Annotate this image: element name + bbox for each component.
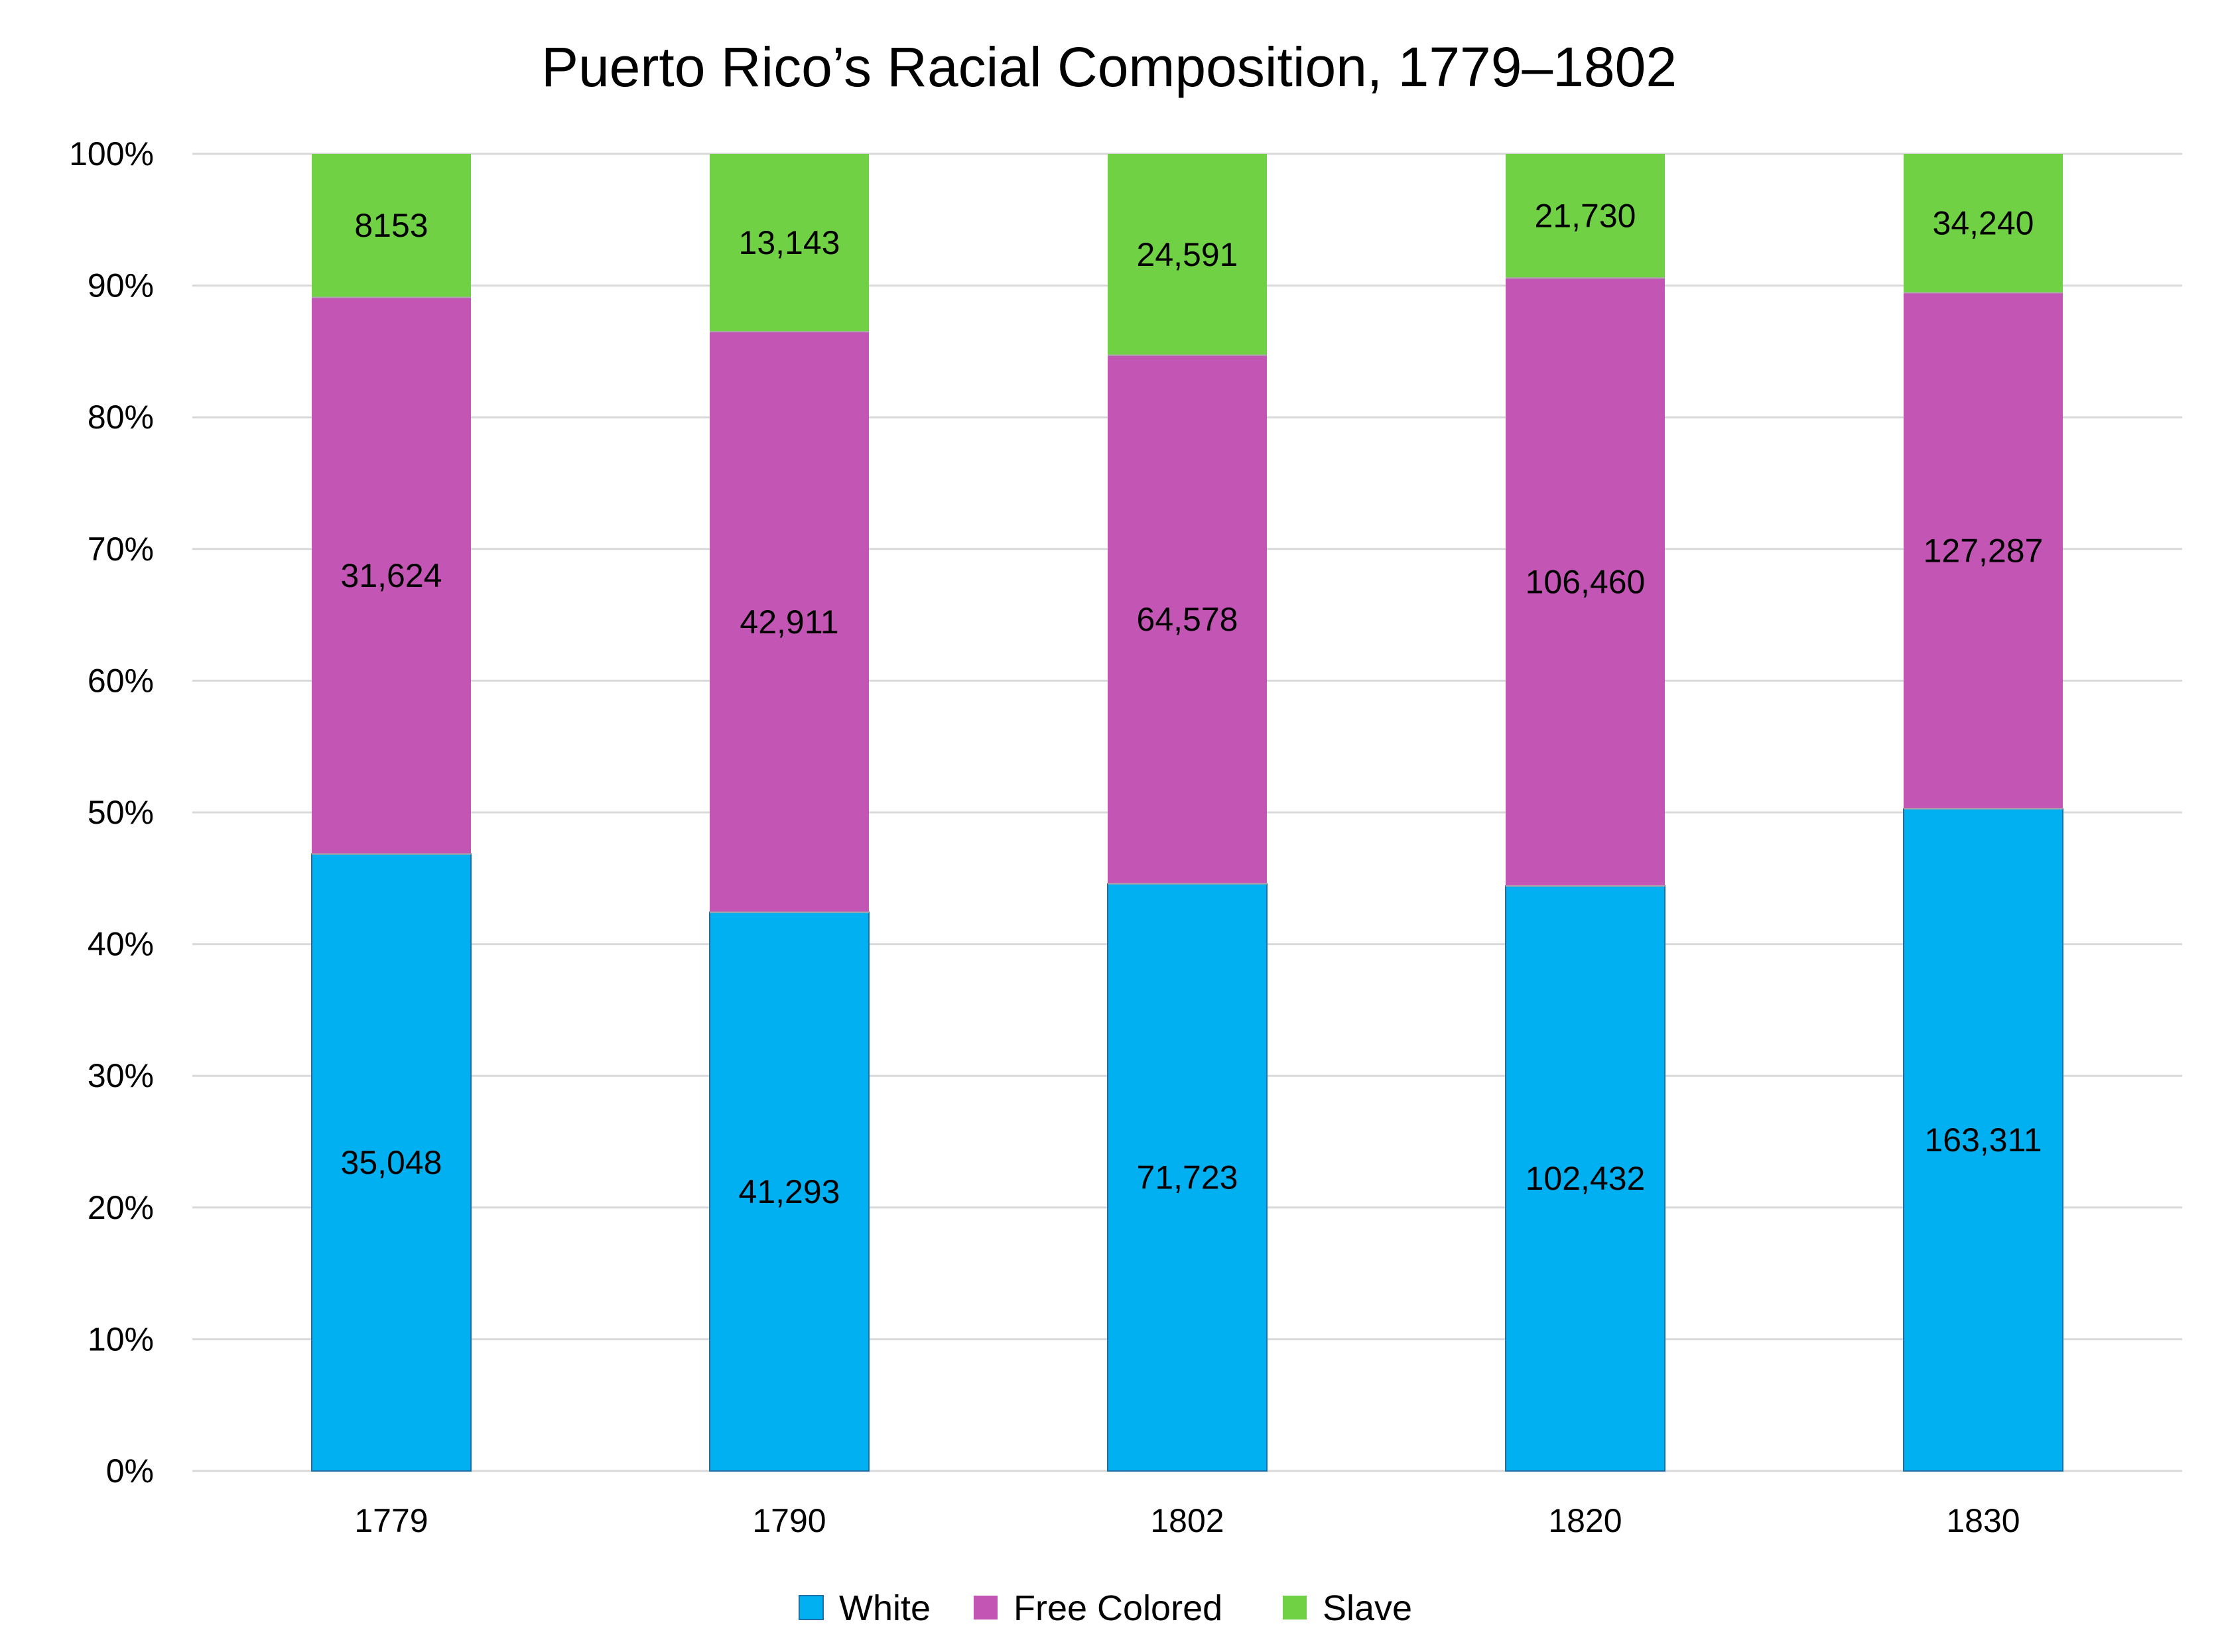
bar-segment-slave-1779 xyxy=(312,154,471,298)
x-category-label: 1790 xyxy=(752,1502,826,1539)
data-label-free-colored-1779: 31,624 xyxy=(341,557,442,594)
data-label-free-colored-1802: 64,578 xyxy=(1137,601,1238,638)
data-label-slave-1802: 24,591 xyxy=(1137,236,1238,273)
y-tick-label: 70% xyxy=(88,531,154,568)
data-label-white-1820: 102,432 xyxy=(1526,1160,1646,1197)
bar-segment-free-colored-1802 xyxy=(1108,355,1267,884)
y-tick-label: 40% xyxy=(88,926,154,963)
y-tick-label: 20% xyxy=(88,1189,154,1226)
y-tick-label: 60% xyxy=(88,662,154,699)
bar-segment-slave-1820 xyxy=(1506,154,1665,279)
y-tick-label: 10% xyxy=(88,1320,154,1358)
data-label-slave-1779: 8153 xyxy=(354,207,428,244)
bar-segment-white-1820 xyxy=(1505,885,1665,1472)
x-category-label: 1779 xyxy=(354,1502,428,1539)
data-label-white-1779: 35,048 xyxy=(341,1144,442,1181)
bar-stacks xyxy=(311,154,2063,1472)
x-category-label: 1830 xyxy=(1946,1502,2020,1539)
bar-segment-free-colored-1779 xyxy=(312,297,471,854)
legend-label-free-colored: Free Colored xyxy=(1013,1588,1222,1628)
bar-segment-free-colored-1830 xyxy=(1904,292,2063,809)
bar-segment-white-1830 xyxy=(1903,808,2063,1472)
x-axis-category-labels: 1779 1790 1802 1820 1830 xyxy=(354,1502,2020,1539)
data-label-slave-1830: 34,240 xyxy=(1933,205,2034,242)
data-label-free-colored-1790: 42,911 xyxy=(740,604,838,641)
data-label-slave-1790: 13,143 xyxy=(739,224,840,261)
legend-label-slave: Slave xyxy=(1323,1588,1412,1628)
y-tick-label: 100% xyxy=(69,135,154,172)
y-tick-label: 30% xyxy=(88,1057,154,1094)
y-tick-label: 80% xyxy=(88,399,154,436)
legend-swatch-white xyxy=(799,1595,824,1620)
bar-segment-slave-1830 xyxy=(1904,154,2063,293)
bar-segment-white-1790 xyxy=(709,911,870,1472)
bar-segment-free-colored-1820 xyxy=(1506,278,1665,886)
y-tick-label: 50% xyxy=(88,794,154,831)
data-label-slave-1820: 21,730 xyxy=(1535,198,1636,235)
bar-segment-slave-1790 xyxy=(710,154,869,332)
y-tick-label: 0% xyxy=(106,1452,154,1490)
bar-segment-slave-1802 xyxy=(1108,154,1267,355)
legend-swatch-slave xyxy=(1283,1596,1307,1620)
chart-title: Puerto Rico’s Racial Composition, 1779–1… xyxy=(541,36,1677,98)
x-category-label: 1820 xyxy=(1548,1502,1622,1539)
y-tick-label: 90% xyxy=(88,267,154,304)
data-label-white-1830: 163,311 xyxy=(1924,1121,2042,1159)
x-category-label: 1802 xyxy=(1150,1502,1224,1539)
bar-segment-white-1802 xyxy=(1107,883,1268,1472)
data-label-free-colored-1830: 127,287 xyxy=(1924,532,2044,569)
legend: White Free Colored Slave xyxy=(799,1588,1412,1628)
y-axis-tick-labels: 0% 10% 20% 30% 40% 50% 60% 70% 80% 90% 100% xyxy=(69,135,154,1490)
bar-segment-white-1779 xyxy=(311,853,472,1472)
legend-swatch-free-colored xyxy=(974,1596,998,1620)
data-label-free-colored-1820: 106,460 xyxy=(1526,564,1646,601)
legend-label-white: White xyxy=(839,1588,931,1628)
bar-segment-free-colored-1790 xyxy=(710,332,869,913)
data-labels: 35,048 31,624 8153 41,293 42,911 13,143 71,723… xyxy=(341,198,2044,1210)
data-label-white-1790: 41,293 xyxy=(739,1173,840,1210)
data-label-white-1802: 71,723 xyxy=(1137,1159,1238,1196)
